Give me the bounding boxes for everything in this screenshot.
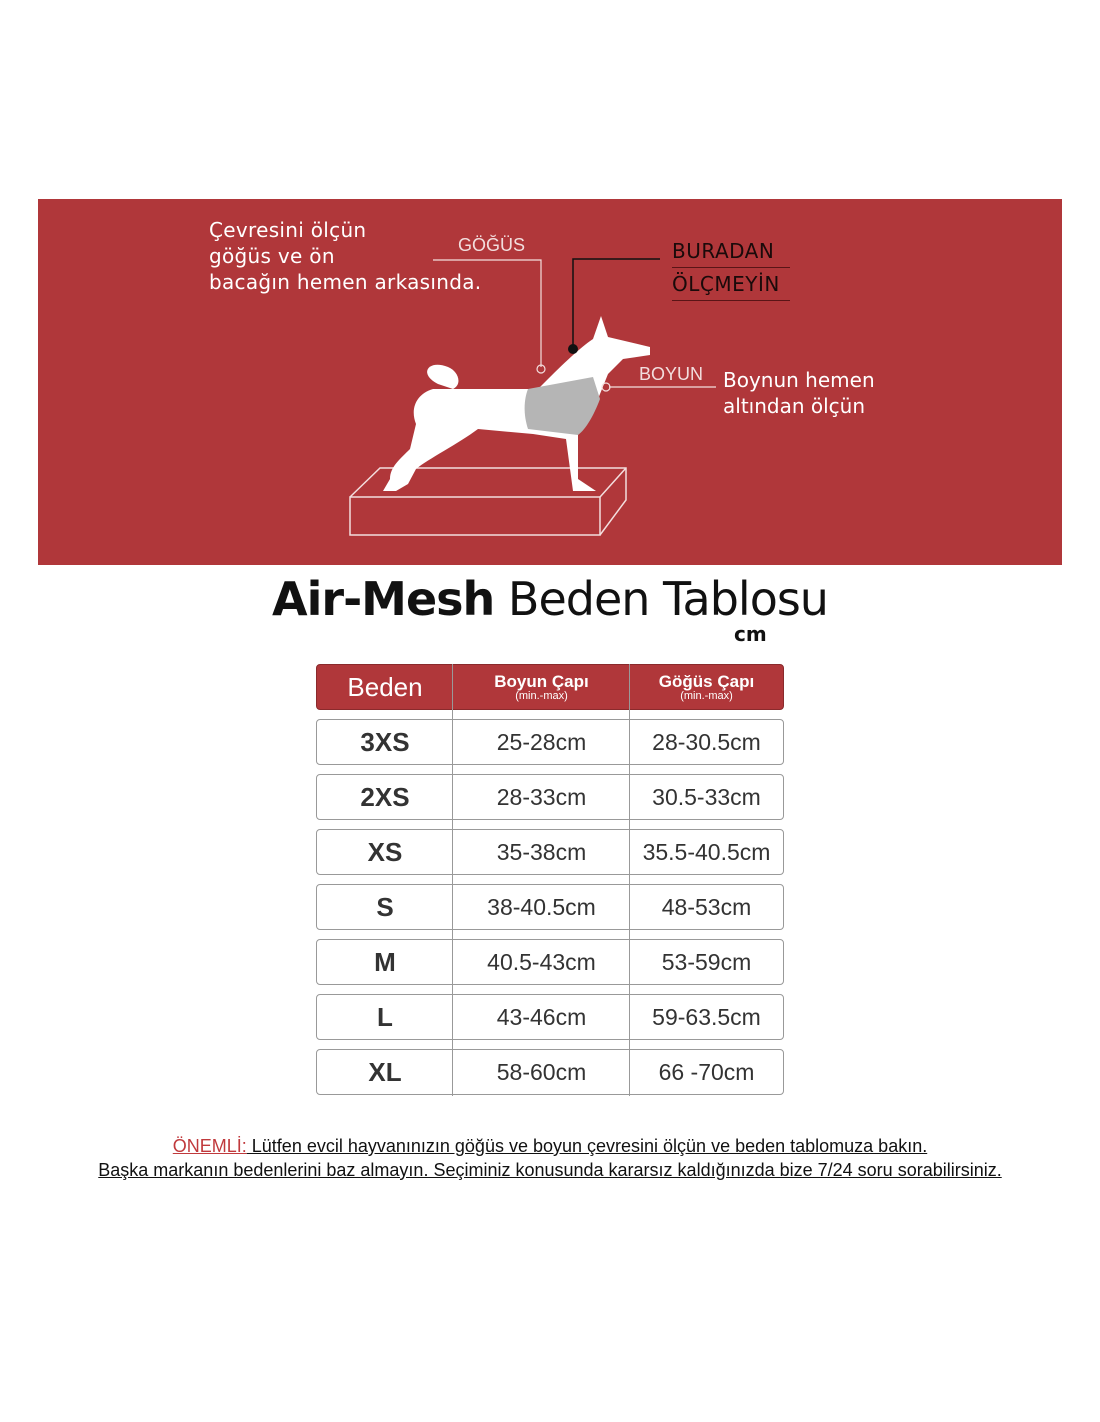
header-chest: Göğüs Çapı (min.-max) [658,671,755,702]
marker-dot [568,344,578,354]
divider [452,664,453,1096]
neck-cell: 35-38cm [496,838,587,865]
size-cell: 3XS [360,726,410,757]
neck-cell: 43-46cm [496,1003,587,1030]
table-row: M 40.5-43cm 53-59cm [316,939,784,985]
table-row: 3XS 25-28cm 28-30.5cm [316,719,784,765]
do-not-measure-warning: BURADAN ÖLÇMEYİN [672,235,790,301]
size-cell: XS [367,836,403,867]
header-size: Beden [347,671,423,702]
box-icon [349,467,627,536]
table-row: 2XS 28-33cm 30.5-33cm [316,774,784,820]
table-row: XL 58-60cm 66 -70cm [316,1049,784,1095]
table-header: Beden Boyun Çapı (min.-max) Göğüs Çapı (mi… [316,664,784,710]
size-cell: S [376,891,394,922]
chest-cell: 66 -70cm [658,1058,755,1085]
harness-icon [524,377,600,435]
chest-cell: 48-53cm [661,893,752,920]
neck-cell: 40.5-43cm [487,948,596,975]
dog-icon [383,316,650,491]
measurement-banner: Çevresini ölçün göğüs ve ön bacağın heme… [38,199,1062,565]
neck-cell: 28-33cm [496,783,587,810]
size-cell: L [377,1001,393,1032]
size-cell: XL [368,1056,402,1087]
neck-cell: 25-28cm [496,728,587,755]
header-neck: Boyun Çapı (min.-max) [494,671,589,702]
chest-cell: 35.5-40.5cm [642,838,771,865]
important-note: ÖNEMLİ: Lütfen evcil hayvanınızın göğüs … [98,1136,1002,1180]
neck-label: BOYUN [639,364,704,384]
neck-cell: 58-60cm [496,1058,587,1085]
table-row: S 38-40.5cm 48-53cm [316,884,784,930]
chest-cell: 59-63.5cm [652,1003,761,1030]
unit-label: cm [734,622,767,646]
size-table: Beden Boyun Çapı (min.-max) Göğüs Çapı (mi… [316,664,784,1096]
size-cell: 2XS [360,781,410,812]
chest-cell: 28-30.5cm [652,728,761,755]
neck-cell: 38-40.5cm [487,893,596,920]
table-row: XS 35-38cm 35.5-40.5cm [316,829,784,875]
chest-instructions: Çevresini ölçün göğüs ve ön bacağın heme… [209,218,482,294]
neck-instructions: Boynun hemen altından ölçün [723,368,875,418]
chest-cell: 53-59cm [661,948,752,975]
divider [629,664,630,1096]
table-row: L 43-46cm 59-63.5cm [316,994,784,1040]
chest-cell: 30.5-33cm [652,783,761,810]
chest-label: GÖĞÜS [458,235,526,255]
size-cell: M [374,946,396,977]
dog-illustration [349,258,716,536]
page-title: Air-Mesh Beden Tablosu [272,572,829,626]
